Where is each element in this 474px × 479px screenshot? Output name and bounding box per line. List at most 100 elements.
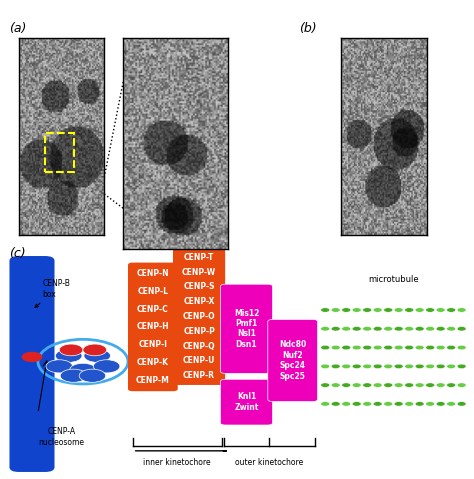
Circle shape bbox=[331, 327, 340, 331]
Circle shape bbox=[373, 383, 382, 388]
Circle shape bbox=[373, 308, 382, 312]
Text: CENP-X: CENP-X bbox=[183, 297, 215, 306]
Circle shape bbox=[321, 383, 329, 388]
Circle shape bbox=[352, 402, 361, 406]
Text: CENP-H: CENP-H bbox=[137, 322, 169, 331]
Text: CENP-O: CENP-O bbox=[183, 312, 215, 321]
Circle shape bbox=[457, 345, 466, 350]
Circle shape bbox=[352, 327, 361, 331]
Circle shape bbox=[83, 344, 107, 356]
FancyBboxPatch shape bbox=[173, 366, 225, 385]
Circle shape bbox=[321, 402, 329, 406]
Circle shape bbox=[447, 364, 456, 368]
Circle shape bbox=[46, 360, 73, 373]
Circle shape bbox=[79, 369, 106, 382]
FancyBboxPatch shape bbox=[9, 256, 55, 472]
Text: Mis12
Pmf1
Nsl1
Dsn1: Mis12 Pmf1 Nsl1 Dsn1 bbox=[234, 308, 259, 349]
FancyBboxPatch shape bbox=[220, 284, 273, 374]
Circle shape bbox=[457, 383, 466, 388]
Circle shape bbox=[342, 383, 351, 388]
Text: CENP-U: CENP-U bbox=[183, 356, 215, 365]
Circle shape bbox=[384, 345, 392, 350]
Circle shape bbox=[384, 327, 392, 331]
Circle shape bbox=[394, 327, 403, 331]
Circle shape bbox=[93, 360, 120, 373]
Circle shape bbox=[436, 383, 445, 388]
FancyBboxPatch shape bbox=[173, 278, 225, 296]
Circle shape bbox=[457, 402, 466, 406]
Circle shape bbox=[352, 345, 361, 350]
Circle shape bbox=[321, 345, 329, 350]
Text: CENP-R: CENP-R bbox=[183, 371, 215, 380]
Circle shape bbox=[363, 345, 372, 350]
Circle shape bbox=[352, 308, 361, 312]
Circle shape bbox=[415, 383, 424, 388]
Circle shape bbox=[384, 383, 392, 388]
Text: CENP-S: CENP-S bbox=[183, 283, 215, 291]
Text: CENP-M: CENP-M bbox=[136, 376, 170, 385]
Circle shape bbox=[415, 402, 424, 406]
Circle shape bbox=[321, 308, 329, 312]
Circle shape bbox=[426, 364, 435, 368]
FancyBboxPatch shape bbox=[173, 352, 225, 370]
Circle shape bbox=[342, 327, 351, 331]
FancyBboxPatch shape bbox=[220, 379, 273, 425]
Circle shape bbox=[342, 364, 351, 368]
FancyBboxPatch shape bbox=[128, 316, 178, 338]
Text: CENP-Q: CENP-Q bbox=[183, 342, 215, 351]
Circle shape bbox=[321, 364, 329, 368]
Circle shape bbox=[363, 383, 372, 388]
Circle shape bbox=[60, 369, 87, 382]
FancyBboxPatch shape bbox=[128, 370, 178, 391]
Circle shape bbox=[384, 402, 392, 406]
Circle shape bbox=[405, 402, 414, 406]
Circle shape bbox=[447, 383, 456, 388]
Circle shape bbox=[405, 345, 414, 350]
Circle shape bbox=[352, 364, 361, 368]
FancyBboxPatch shape bbox=[173, 292, 225, 311]
Circle shape bbox=[70, 363, 96, 376]
Circle shape bbox=[373, 364, 382, 368]
Circle shape bbox=[426, 345, 435, 350]
Circle shape bbox=[436, 345, 445, 350]
Text: CENP-L: CENP-L bbox=[137, 287, 168, 296]
Circle shape bbox=[331, 308, 340, 312]
FancyBboxPatch shape bbox=[173, 307, 225, 326]
Circle shape bbox=[384, 364, 392, 368]
Circle shape bbox=[331, 383, 340, 388]
Circle shape bbox=[363, 308, 372, 312]
Circle shape bbox=[363, 364, 372, 368]
Circle shape bbox=[447, 402, 456, 406]
Circle shape bbox=[331, 345, 340, 350]
Circle shape bbox=[321, 327, 329, 331]
Circle shape bbox=[436, 327, 445, 331]
Circle shape bbox=[352, 383, 361, 388]
Text: CENP-P: CENP-P bbox=[183, 327, 215, 336]
Circle shape bbox=[363, 327, 372, 331]
Text: CENP-B
box: CENP-B box bbox=[35, 279, 71, 308]
Circle shape bbox=[59, 344, 83, 356]
Circle shape bbox=[457, 308, 466, 312]
Circle shape bbox=[457, 327, 466, 331]
Circle shape bbox=[394, 402, 403, 406]
Text: CENP-N: CENP-N bbox=[137, 269, 169, 278]
Circle shape bbox=[405, 308, 414, 312]
FancyBboxPatch shape bbox=[128, 334, 178, 355]
Circle shape bbox=[426, 327, 435, 331]
Circle shape bbox=[394, 308, 403, 312]
Circle shape bbox=[394, 383, 403, 388]
FancyBboxPatch shape bbox=[268, 319, 318, 401]
Text: CENP-K: CENP-K bbox=[137, 358, 169, 367]
Text: CENP-T: CENP-T bbox=[184, 253, 214, 262]
Text: outer kinetochore: outer kinetochore bbox=[235, 458, 303, 467]
Circle shape bbox=[426, 383, 435, 388]
FancyBboxPatch shape bbox=[173, 322, 225, 341]
Circle shape bbox=[84, 349, 110, 362]
Circle shape bbox=[373, 327, 382, 331]
FancyBboxPatch shape bbox=[128, 262, 178, 284]
Text: CENP-C: CENP-C bbox=[137, 305, 169, 314]
Circle shape bbox=[342, 308, 351, 312]
FancyBboxPatch shape bbox=[128, 352, 178, 374]
Circle shape bbox=[415, 364, 424, 368]
Circle shape bbox=[436, 308, 445, 312]
